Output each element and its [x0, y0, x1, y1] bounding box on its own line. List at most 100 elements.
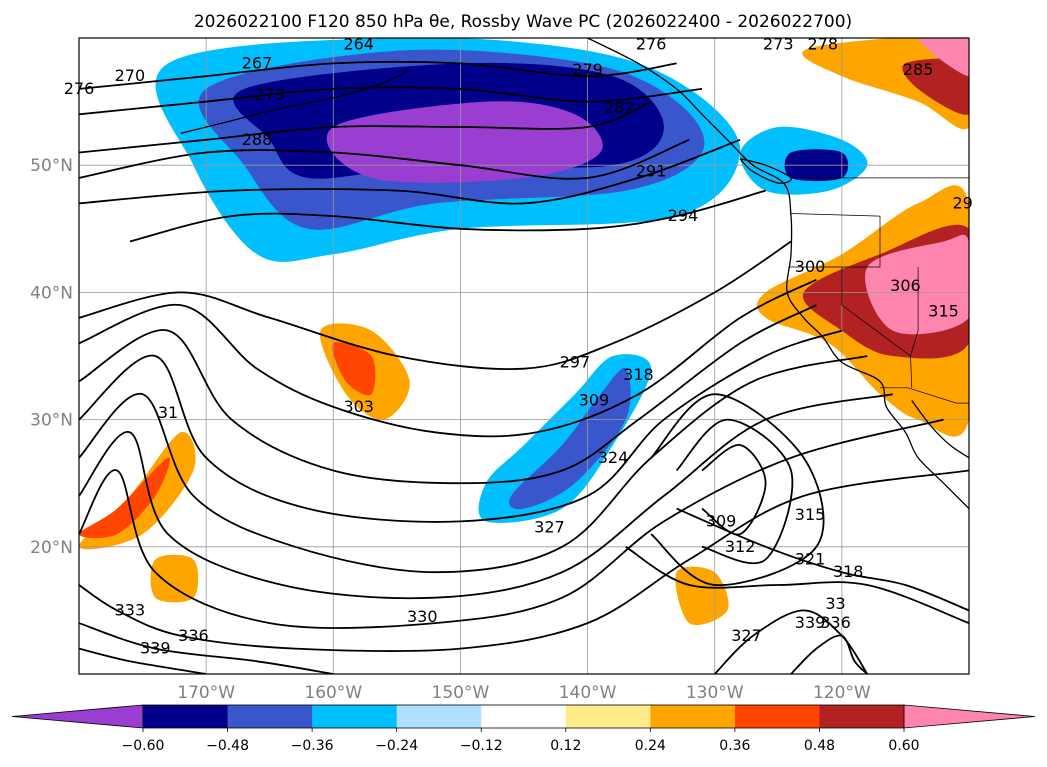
anomaly-shading	[326, 101, 603, 183]
us-mexico-border	[880, 387, 969, 404]
anomaly-shading	[865, 234, 969, 335]
anomaly-shading	[150, 554, 199, 603]
contour-label: 315	[928, 301, 959, 320]
colorbar-bin	[565, 705, 651, 728]
contour-label: 336	[820, 613, 851, 632]
anomaly-shading	[675, 566, 729, 626]
colorbar-bin	[481, 705, 567, 728]
contour-line	[79, 393, 893, 600]
contour-label: 330	[407, 607, 438, 626]
contour-line	[790, 634, 868, 674]
colorbar-bin	[734, 705, 820, 728]
contour-line	[79, 278, 817, 438]
colorbar-tick-label: 0.48	[804, 738, 835, 754]
contour-label: 339	[140, 639, 171, 658]
contour-label: 336	[178, 626, 209, 645]
longitude-label: 150°W	[432, 683, 490, 703]
contour-line	[79, 86, 703, 116]
contour-label: 279	[572, 60, 603, 79]
nevada-east	[910, 267, 919, 357]
colorbar-bin	[650, 705, 736, 728]
contour-line	[676, 507, 969, 612]
colorbar-bin	[396, 705, 482, 728]
contour-line	[79, 100, 652, 154]
colorbar-bin	[312, 705, 398, 728]
latitude-label: 40°N	[30, 283, 73, 303]
colorbar-tick-label: −0.36	[291, 738, 334, 754]
contour-label: 291	[636, 162, 667, 181]
colorbar-under-extension	[11, 704, 144, 729]
contour-label: 29	[952, 193, 972, 212]
longitude-label: 120°W	[813, 683, 871, 703]
contour-label: 315	[795, 505, 826, 524]
latitude-label: 20°N	[30, 538, 73, 558]
contour-line	[79, 469, 969, 652]
colorbar-bin	[143, 705, 229, 728]
longitude-label: 160°W	[304, 683, 362, 703]
anomaly-shading	[509, 368, 631, 510]
contour-label: 276	[636, 34, 667, 53]
anomaly-shading	[332, 342, 376, 396]
contour-label: 278	[808, 34, 839, 53]
contour-label: 306	[890, 276, 921, 295]
contour-label: 303	[343, 397, 374, 416]
contour-label: 267	[242, 53, 273, 72]
contour-line	[79, 138, 690, 180]
baja-gulf-coast	[911, 400, 969, 459]
contour-label: 33	[825, 594, 845, 613]
contour-line	[625, 546, 969, 624]
longitude-labels: 170°W 160°W 150°W 140°W 130°W 120°W	[177, 683, 871, 703]
map-frame	[78, 37, 970, 675]
contour-line	[79, 647, 207, 674]
longitude-label: 130°W	[686, 683, 744, 703]
contour-label: 324	[598, 448, 629, 467]
contour-label: 312	[725, 537, 756, 556]
contour-line	[79, 240, 792, 370]
contour-line	[714, 609, 869, 674]
contour-label: 270	[115, 66, 146, 85]
colorbar: −0.60 −0.48 −0.36 −0.24 −0.12 0.12 0.24 0.36 0.4…	[11, 704, 1036, 754]
contour-label: 333	[115, 600, 146, 619]
contour-label: 327	[731, 626, 762, 645]
contour-label: 273	[254, 85, 285, 104]
contour-label: 318	[833, 562, 864, 581]
colorbar-tick-label: 0.12	[550, 738, 581, 754]
contour-label: 300	[795, 257, 826, 276]
contour-label: 285	[903, 60, 934, 79]
contour-line	[79, 138, 741, 205]
colorbar-outline	[142, 704, 905, 729]
colorbar-bin	[819, 705, 905, 728]
contour-label: 309	[579, 391, 610, 410]
state-lines	[788, 213, 913, 388]
contour-line	[675, 418, 794, 565]
latitude-labels: 50°N 40°N 30°N 20°N	[30, 156, 73, 558]
contour-label: 297	[560, 352, 591, 371]
contour-line	[79, 355, 868, 574]
colorbar-tick-label: 0.60	[888, 738, 919, 754]
latitude-label: 30°N	[30, 411, 73, 431]
colorbar-tick-label: 0.24	[635, 738, 666, 754]
contour-line	[129, 189, 766, 243]
map-title: 2026022100 F120 850 hPa θe, Rossby Wave …	[194, 12, 852, 32]
contour-label: 273	[763, 34, 794, 53]
latitude-label: 50°N	[30, 156, 73, 176]
contour-labels: 270 273 282 288 291 294 297 303 309 318 324 327 330 3…	[64, 34, 973, 658]
contour-label: 264	[343, 34, 374, 53]
contour-label: 327	[534, 518, 565, 537]
contour-label: 339	[795, 613, 826, 632]
theta-e-contours	[79, 60, 969, 674]
colorbar-over-extension	[903, 704, 1036, 729]
contour-label: 294	[668, 206, 699, 225]
longitude-label: 170°W	[177, 683, 235, 703]
contour-line	[79, 329, 843, 523]
contour-label: 309	[706, 511, 737, 530]
contour-line	[650, 393, 825, 586]
vancouver-island	[739, 158, 792, 184]
anomaly-shading	[902, 58, 969, 115]
contour-label: 288	[242, 130, 273, 149]
colorbar-tick-label: 0.36	[719, 738, 750, 754]
anomaly-shading	[918, 38, 969, 77]
contour-label: 282	[604, 98, 635, 117]
colorbar-tick-label: −0.12	[460, 738, 503, 754]
